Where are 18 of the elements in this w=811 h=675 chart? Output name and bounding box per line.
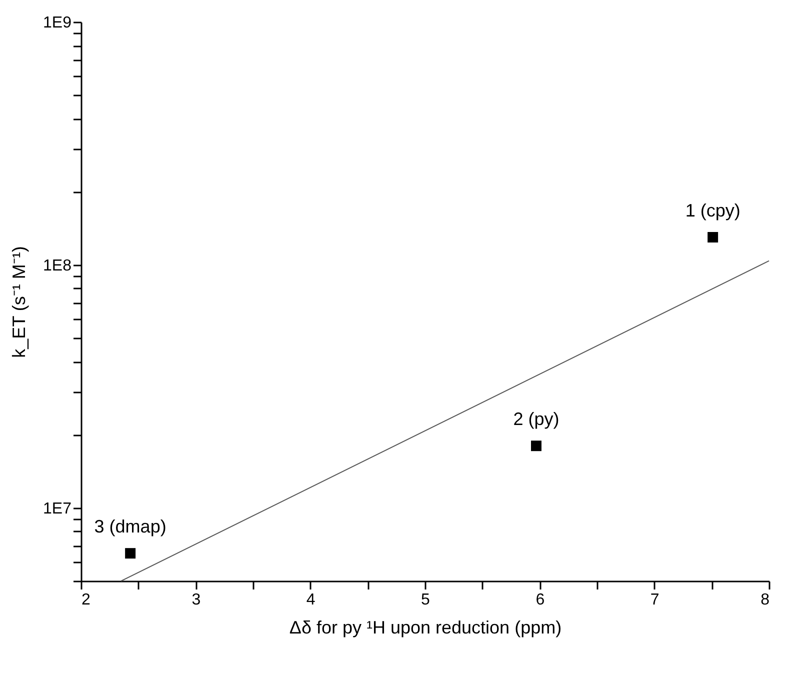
point [530,440,542,452]
x-tick-label: 5 [421,592,430,608]
y-axis-title: k_ET (s⁻¹ M⁻¹) [9,246,30,358]
x-tick-label: 4 [306,592,316,608]
point [125,548,136,559]
x-tick-label: 6 [536,592,545,608]
x-tick-label: 7 [650,592,660,608]
point [708,232,718,242]
annotation: 3 (dmap) [94,516,166,536]
y-tick-label: 1E9 [43,14,72,32]
annotation: 1 (cpy) [685,200,740,220]
x-axis-title: Δδ for py ¹H upon reduction (ppm) [289,618,562,638]
y-tick-label: 1E8 [43,257,72,274]
annotation: 2 (py) [513,408,560,429]
x-tick-label: 3 [192,592,201,608]
x-tick-label: 2 [82,592,90,608]
x-tick-label: 8 [760,592,770,608]
y-tick-label: 1E7 [43,500,72,518]
